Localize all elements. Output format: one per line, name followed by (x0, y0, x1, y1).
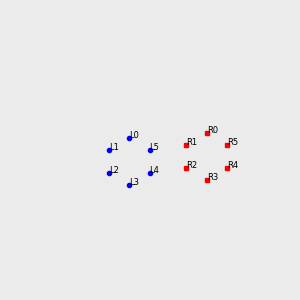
Text: L5: L5 (150, 143, 159, 152)
Text: L1: L1 (109, 143, 119, 152)
Text: L0: L0 (129, 131, 139, 140)
Text: L2: L2 (109, 167, 119, 176)
Text: R3: R3 (207, 173, 218, 182)
Text: R2: R2 (186, 161, 198, 170)
Text: R0: R0 (207, 126, 218, 135)
Text: R4: R4 (227, 161, 238, 170)
Text: R5: R5 (227, 138, 238, 147)
Text: L4: L4 (150, 167, 159, 176)
Text: L3: L3 (129, 178, 139, 187)
Text: R1: R1 (186, 138, 198, 147)
